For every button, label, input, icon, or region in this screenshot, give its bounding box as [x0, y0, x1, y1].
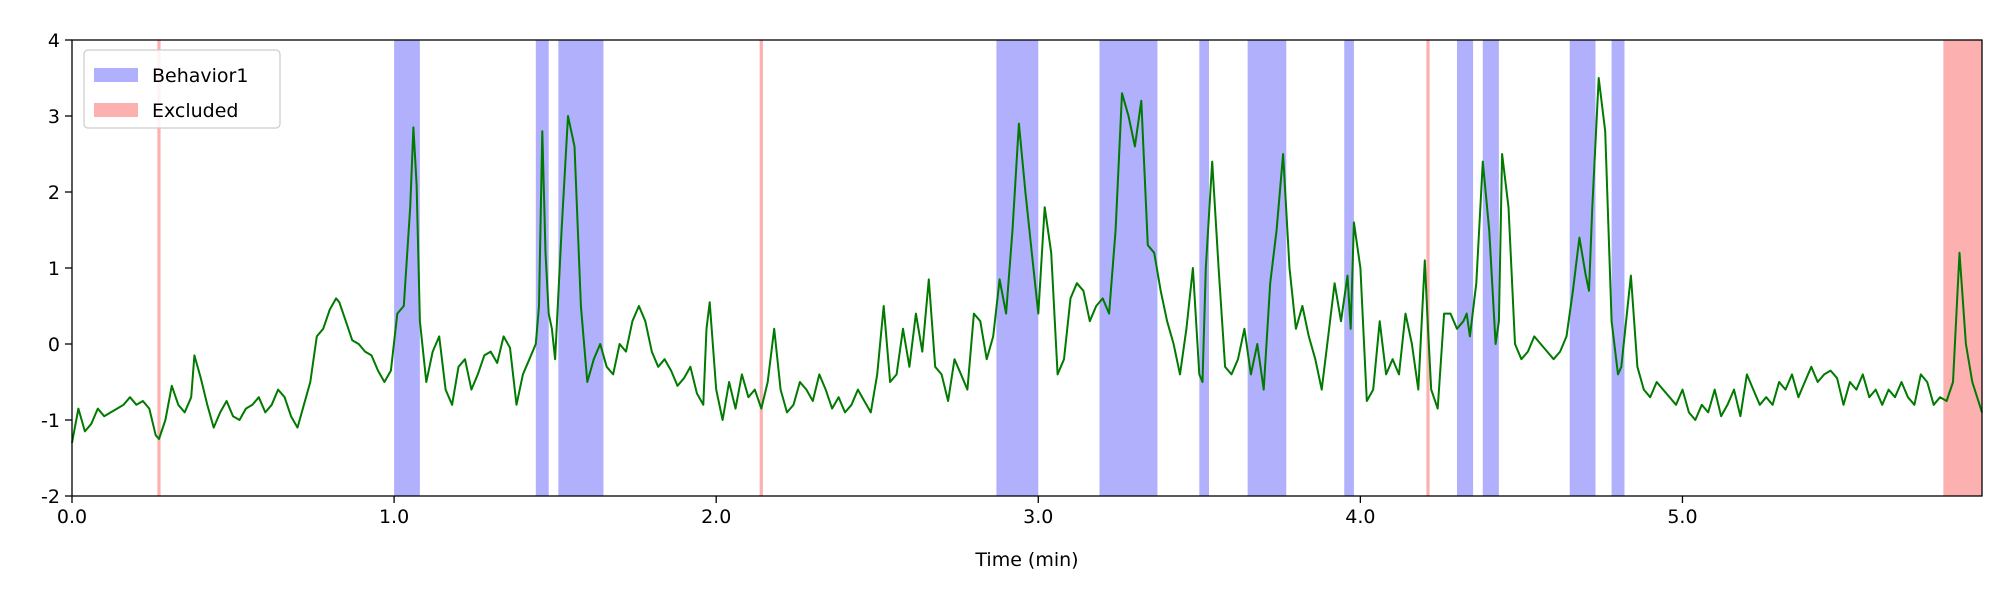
- behavior1-band-5: [1199, 40, 1209, 496]
- behavior1-band-8: [1456, 40, 1474, 496]
- x-tick-label-4: 4.0: [1345, 506, 1375, 528]
- shaded-intervals: [157, 40, 1982, 496]
- x-tick-label-0: 0.0: [57, 506, 87, 528]
- y-tick-label-4: 2: [48, 182, 60, 204]
- x-tick-label-1: 1.0: [379, 506, 409, 528]
- excluded-band-3: [1943, 40, 1982, 496]
- legend-swatch-0: [94, 68, 138, 82]
- legend-label-1: Excluded: [152, 100, 239, 122]
- behavior1-band-11: [1611, 40, 1625, 496]
- behavior1-band-10: [1569, 40, 1596, 496]
- y-tick-label-2: 0: [48, 334, 60, 356]
- legend-swatch-1: [94, 103, 138, 117]
- signal-series-group: [71, 77, 1983, 443]
- behavior1-band-4: [1099, 40, 1158, 496]
- behavior1-band-2: [558, 40, 604, 496]
- y-tick-label-3: 1: [48, 258, 60, 280]
- x-axis-label: Time (min): [974, 549, 1078, 571]
- y-tick-label-1: -1: [41, 410, 60, 432]
- behavior1-band-6: [1247, 40, 1287, 496]
- excluded-band-1: [759, 40, 763, 496]
- x-tick-label-2: 2.0: [701, 506, 731, 528]
- legend-label-0: Behavior1: [152, 65, 248, 87]
- behavior1-band-1: [535, 40, 549, 496]
- axes: 0.0 1.0 2.0 3.0 4.0 5.0 -2 -1 0 1 2 3 4: [41, 30, 1983, 528]
- excluded-band-0: [157, 40, 161, 496]
- behavior1-band-3: [996, 40, 1039, 496]
- x-tick-label-5: 5.0: [1667, 506, 1697, 528]
- y-tick-label-0: -2: [41, 486, 60, 508]
- legend: Behavior1 Excluded: [83, 49, 281, 129]
- y-tick-label-6: 4: [48, 30, 60, 52]
- signal-line-0: [71, 77, 1983, 443]
- behavior1-band-7: [1344, 40, 1354, 496]
- y-tick-label-5: 3: [48, 106, 60, 128]
- x-tick-label-3: 3.0: [1023, 506, 1053, 528]
- excluded-band-2: [1426, 40, 1430, 496]
